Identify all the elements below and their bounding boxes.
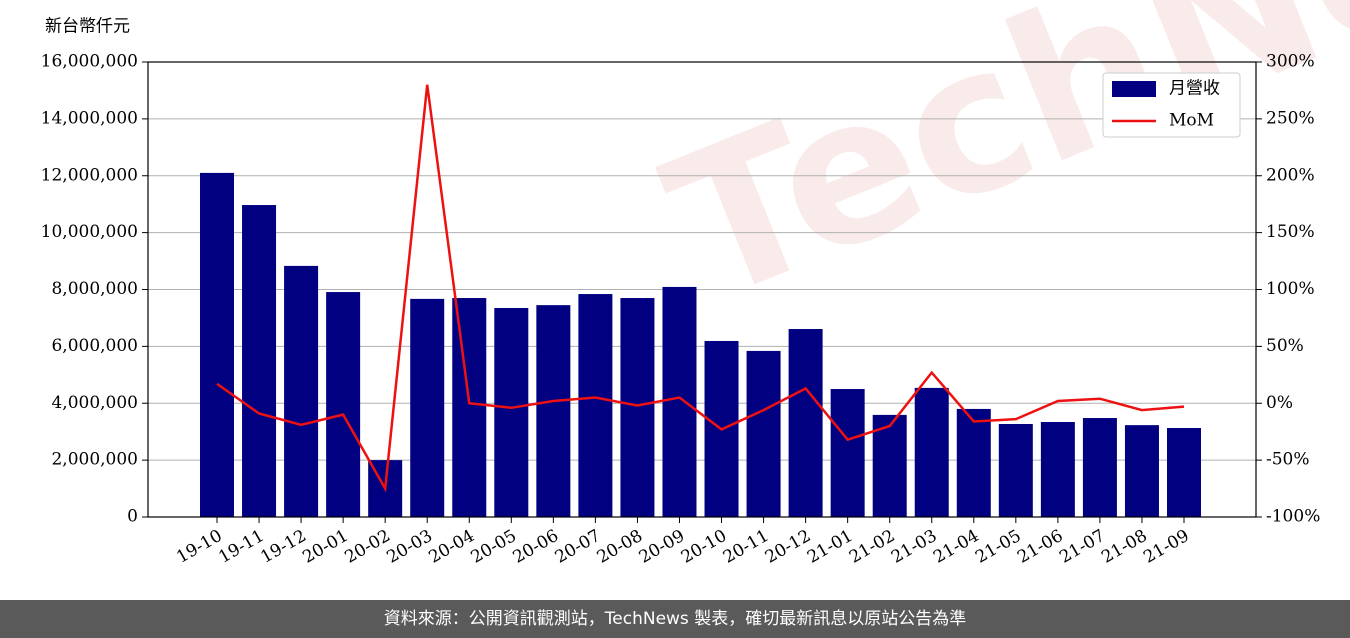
bar bbox=[956, 408, 991, 517]
bar bbox=[284, 265, 319, 517]
bar bbox=[536, 305, 571, 517]
y2-tick-label: 200% bbox=[1266, 165, 1315, 185]
y2-tick-label: -100% bbox=[1266, 507, 1320, 527]
y2-tick-label: 150% bbox=[1266, 222, 1315, 242]
x-tick-label: 20-06 bbox=[510, 526, 562, 568]
y-tick-label: 4,000,000 bbox=[51, 393, 138, 413]
x-tick-label: 21-04 bbox=[930, 526, 982, 568]
y-tick-label: 14,000,000 bbox=[41, 108, 138, 128]
x-tick-label: 21-02 bbox=[846, 526, 898, 568]
x-tick-label: 21-05 bbox=[972, 526, 1024, 568]
legend-swatch bbox=[1112, 81, 1156, 97]
line bbox=[216, 84, 1185, 493]
y-axis-unit: 新台幣仟元 bbox=[45, 17, 130, 37]
bar bbox=[914, 387, 949, 517]
y-tick-label: 0 bbox=[127, 507, 138, 527]
bar bbox=[746, 350, 781, 517]
y-tick-label: 16,000,000 bbox=[41, 52, 138, 72]
y2-tick-label: 50% bbox=[1266, 336, 1304, 356]
x-tick-label: 21-06 bbox=[1014, 526, 1066, 568]
x-tick-label: 21-03 bbox=[888, 526, 940, 568]
y2-tick-label: 250% bbox=[1266, 108, 1315, 128]
y2-tick-label: -50% bbox=[1266, 450, 1310, 470]
bar bbox=[1124, 425, 1159, 517]
legend-label: MoM bbox=[1169, 111, 1214, 131]
bar bbox=[1167, 427, 1201, 517]
x-tick-label: 20-12 bbox=[762, 526, 814, 568]
x-tick-label: 20-04 bbox=[426, 526, 478, 568]
x-tick-label: 19-11 bbox=[215, 526, 267, 568]
x-tick-label: 19-10 bbox=[173, 526, 225, 568]
bar bbox=[494, 307, 529, 517]
x-tick-label: 21-01 bbox=[804, 526, 856, 568]
chart: TechNews 新台幣仟元 0 2,000,000 4,000,000 6,000,… bbox=[41, 0, 1350, 568]
bar bbox=[1082, 418, 1117, 517]
bar bbox=[578, 294, 613, 517]
y-tick-label: 6,000,000 bbox=[51, 336, 138, 356]
footer: 資料來源：公開資訊觀測站，TechNews 製表，確切最新訊息以原站公告為準 bbox=[0, 600, 1350, 638]
watermark: TechNews bbox=[639, 0, 1350, 347]
x-tick-label: 20-02 bbox=[341, 526, 393, 568]
y2-tick-label: 0% bbox=[1266, 393, 1293, 413]
y2-tick-label: 100% bbox=[1266, 279, 1315, 299]
x-tick-label: 20-09 bbox=[636, 526, 688, 568]
y-tick-label: 12,000,000 bbox=[41, 165, 138, 185]
plot-frame bbox=[147, 61, 1257, 518]
x-tick-label: 21-07 bbox=[1056, 526, 1108, 568]
bar bbox=[620, 298, 655, 517]
x-tick-label: 20-05 bbox=[468, 526, 520, 568]
bar bbox=[326, 292, 361, 517]
bar bbox=[200, 172, 234, 517]
x-tick-label: 20-11 bbox=[720, 526, 772, 568]
legend-label: 月營收 bbox=[1169, 79, 1220, 99]
x-tick-label: 21-09 bbox=[1140, 526, 1192, 568]
x-tick-label: 20-07 bbox=[552, 526, 604, 568]
bar bbox=[662, 286, 697, 517]
bar bbox=[998, 424, 1033, 517]
bar bbox=[242, 205, 277, 517]
y-tick-label: 10,000,000 bbox=[41, 222, 138, 242]
bar bbox=[410, 298, 445, 517]
x-tick-label: 19-12 bbox=[257, 526, 309, 568]
x-tick-label: 20-01 bbox=[299, 526, 351, 568]
bar bbox=[452, 298, 487, 517]
x-tick-label: 20-08 bbox=[594, 526, 646, 568]
bar bbox=[830, 389, 865, 517]
bar bbox=[1040, 422, 1075, 517]
bar bbox=[872, 414, 907, 517]
x-tick-label: 20-10 bbox=[678, 526, 730, 568]
y2-tick-label: 300% bbox=[1266, 52, 1315, 72]
y-tick-label: 2,000,000 bbox=[51, 450, 138, 470]
bar bbox=[788, 329, 823, 517]
x-tick-label: 20-03 bbox=[384, 526, 436, 568]
x-tick-label: 21-08 bbox=[1098, 526, 1150, 568]
y-tick-label: 8,000,000 bbox=[51, 279, 138, 299]
